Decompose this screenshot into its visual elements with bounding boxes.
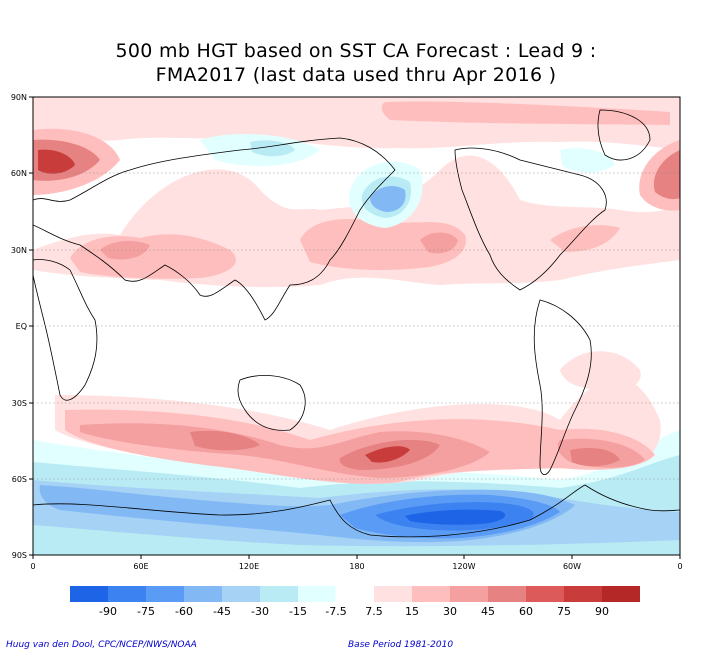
lat-label: EQ (16, 322, 27, 331)
map-title-line-2: FMA2017 (last data used thru Apr 2016 ) (155, 64, 557, 86)
coastline-south-america (533, 299, 592, 475)
lat-label: 90S (12, 551, 27, 560)
negative-centre-npacific-30 (370, 186, 406, 212)
positive-centre-atlantic-30 (653, 150, 680, 200)
map-title-line-1: 500 mb HGT based on SST CA Forecast : Le… (115, 40, 597, 62)
lon-label: 180 (349, 562, 364, 571)
lat-label: 30N (11, 246, 27, 255)
colorbar (70, 585, 640, 603)
lon-label: 0 (677, 562, 682, 571)
colorbar-label: -90 (99, 605, 117, 618)
colorbar-label: -60 (175, 605, 193, 618)
colorbar-swatch (450, 586, 488, 602)
credit-base-period: Base Period 1981-2010 (348, 640, 454, 650)
colorbar-swatch (146, 586, 184, 602)
colorbar-swatch (260, 586, 298, 602)
axis-ticks (29, 96, 681, 559)
coastlines (33, 109, 680, 538)
colorbar-swatch (374, 586, 412, 602)
positive-band-south-60 (365, 446, 410, 463)
credit-author: Huug van den Dool, CPC/NCEP/NWS/NOAA (6, 640, 197, 650)
colorbar-swatch (222, 586, 260, 602)
colorbar-swatch (412, 586, 450, 602)
coastline-australia (237, 375, 306, 431)
latitude-labels: 90N 60N 30N EQ 30S 60S 90S (11, 93, 27, 560)
colorbar-label: 45 (481, 605, 495, 618)
colorbar-label: -75 (137, 605, 155, 618)
positive-band-north-30 (100, 232, 458, 260)
colorbar-labels: -90 -75 -60 -45 -30 -15 -7.5 7.5 15 30 45 60 75 90 (99, 605, 609, 618)
colorbar-label: 30 (443, 605, 457, 618)
lon-label: 0 (30, 562, 35, 571)
positive-centre-europe-60 (38, 149, 75, 174)
lat-label: 90N (11, 93, 27, 102)
lon-label: 60W (563, 562, 581, 571)
coastline-africa (33, 259, 98, 401)
lat-label: 60N (11, 169, 27, 178)
lon-label: 60E (133, 562, 148, 571)
coastline-north-america (454, 147, 607, 291)
coastline-antarctica (33, 484, 680, 538)
positive-band-north-15 (70, 219, 620, 279)
colorbar-swatch (70, 586, 108, 602)
negative-band-90 (405, 509, 506, 525)
colorbar-label: -45 (213, 605, 231, 618)
longitude-labels: 0 60E 120E 180 120W 60W 0 (30, 562, 682, 571)
colorbar-swatch (602, 586, 640, 602)
lon-label: 120W (452, 562, 475, 571)
lon-label: 120E (239, 562, 259, 571)
colorbar-label: -15 (289, 605, 307, 618)
colorbar-label: 60 (519, 605, 533, 618)
colorbar-label: -7.5 (325, 605, 346, 618)
anomaly-fields (33, 97, 680, 555)
colorbar-swatch (564, 586, 602, 602)
lat-label: 60S (12, 475, 27, 484)
colorbar-label: 7.5 (365, 605, 383, 618)
colorbar-label: -30 (251, 605, 269, 618)
colorbar-label: 75 (557, 605, 571, 618)
lat-label: 30S (12, 399, 27, 408)
coastline-europe-asia (33, 137, 396, 321)
colorbar-swatch (108, 586, 146, 602)
colorbar-swatch (488, 586, 526, 602)
coastline-greenland (597, 109, 651, 161)
colorbar-label: 15 (405, 605, 419, 618)
colorbar-swatch (184, 586, 222, 602)
positive-patch-east-pacific (560, 351, 641, 392)
colorbar-swatch (298, 586, 336, 602)
colorbar-swatch (335, 585, 375, 603)
colorbar-label: 90 (595, 605, 609, 618)
colorbar-swatch (526, 586, 564, 602)
